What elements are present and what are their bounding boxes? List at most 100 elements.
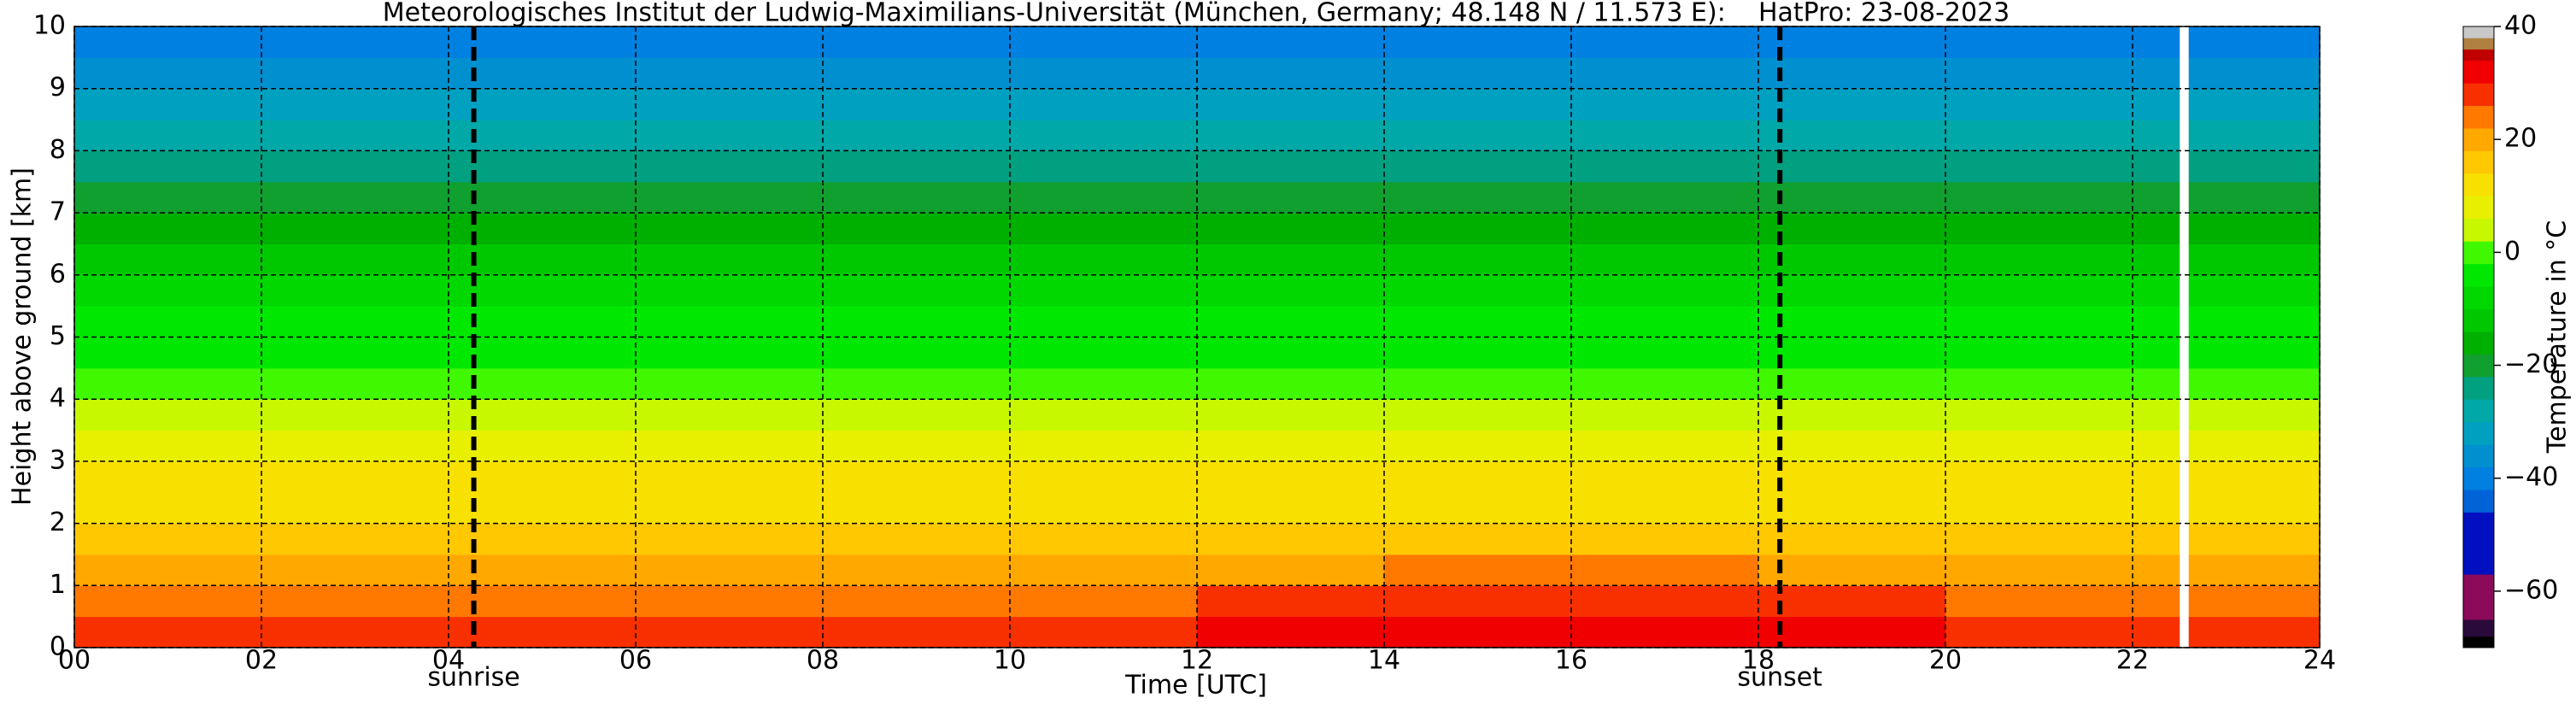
colorbar-tick-label: 0 [2504, 237, 2520, 267]
heat-cell [449, 88, 637, 120]
heat-cell [74, 523, 262, 555]
heat-cell [1197, 616, 1385, 648]
heat-cell [1197, 554, 1385, 586]
heat-cell [823, 120, 1011, 151]
heat-cell [1010, 337, 1198, 369]
heat-cell [2188, 585, 2321, 618]
heat-cell [1571, 306, 1759, 337]
heat-cell [74, 88, 262, 120]
heat-cell [823, 57, 1011, 90]
heat-cell [636, 367, 824, 400]
heat-cell [1384, 461, 1572, 493]
heat-cell [1571, 26, 1759, 58]
heat-cell [636, 616, 824, 648]
heat-cell [261, 26, 449, 58]
x-tick-label: 06 [619, 646, 652, 676]
heat-cell [2188, 181, 2321, 214]
heat-cell [261, 88, 449, 120]
heat-cell [1945, 430, 2133, 462]
heat-cell [823, 88, 1011, 120]
heat-cell [1010, 616, 1198, 648]
colorbar-band [2463, 38, 2494, 50]
heat-cell [449, 492, 637, 525]
heat-cell [261, 213, 449, 244]
heat-cell [1758, 430, 1946, 462]
x-tick-label: 04 [432, 646, 465, 676]
heat-cell [449, 181, 637, 214]
heat-cell [1758, 337, 1946, 369]
heat-cell [2133, 554, 2180, 586]
heat-cell [2188, 523, 2321, 555]
heat-cell [449, 616, 637, 648]
heat-cell [449, 399, 637, 431]
heat-cell [261, 150, 449, 183]
heat-cell [1384, 523, 1572, 555]
y-tick-label: 5 [50, 321, 66, 351]
heat-cell [449, 213, 637, 244]
colorbar-band [2463, 512, 2494, 575]
heat-cell [1758, 181, 1946, 214]
heat-cell [261, 461, 449, 493]
heat-cell [1010, 243, 1198, 276]
heat-cell [449, 554, 637, 586]
heat-cell [2188, 150, 2321, 183]
heat-cell [261, 399, 449, 431]
heat-cell [1945, 554, 2133, 586]
heat-cell [261, 243, 449, 276]
y-tick-label: 4 [50, 384, 66, 414]
heat-cell [1945, 399, 2133, 431]
heat-cell [1945, 492, 2133, 525]
y-tick-label: 2 [50, 507, 66, 537]
heat-cell [261, 274, 449, 307]
heat-cell [2133, 337, 2180, 369]
heat-cell [1571, 213, 1759, 244]
heat-cell [1758, 399, 1946, 431]
colorbar-band [2463, 421, 2494, 445]
heat-cell [1945, 88, 2133, 120]
colorbar-band [2463, 489, 2494, 513]
heat-cell [449, 367, 637, 400]
heat-cell [74, 306, 262, 337]
heat-cell [1945, 120, 2133, 151]
heat-cell [1197, 461, 1385, 493]
heat-cell [1758, 274, 1946, 307]
heat-cell [2188, 306, 2321, 337]
heat-cell [1010, 57, 1198, 90]
heat-cell [1197, 367, 1385, 400]
heat-cell [1384, 367, 1572, 400]
x-tick-label: 10 [994, 646, 1026, 676]
heat-cell [1384, 616, 1572, 648]
colorbar-band [2463, 574, 2494, 620]
heat-cell [823, 274, 1011, 307]
heat-cell [1384, 337, 1572, 369]
heat-cell [1945, 243, 2133, 276]
heat-cell [1384, 213, 1572, 244]
heat-cell [2188, 616, 2321, 648]
colorbar-band [2463, 331, 2494, 355]
heat-cell [636, 181, 824, 214]
heat-cell [1571, 150, 1759, 183]
heat-cell [261, 337, 449, 369]
heat-cell [1010, 399, 1198, 431]
colorbar-frame [2462, 26, 2495, 648]
heat-cell [1197, 492, 1385, 525]
x-tick-label: 16 [1555, 646, 1587, 676]
heat-cell [1384, 554, 1572, 586]
y-tick-label: 9 [50, 73, 66, 103]
colorbar-band [2463, 444, 2494, 468]
heat-cell [823, 181, 1011, 214]
heat-cell [636, 461, 824, 493]
heat-cell [1010, 585, 1198, 618]
heat-cell [823, 306, 1011, 337]
heat-cell [2188, 213, 2321, 244]
heat-cell [2133, 181, 2180, 214]
heat-cell [1758, 243, 1946, 276]
y-tick-label: 0 [50, 632, 66, 662]
heat-cell [449, 274, 637, 307]
x-tick-label: 14 [1368, 646, 1400, 676]
heat-cell [74, 26, 262, 58]
heat-cell [261, 616, 449, 648]
heat-cell [1758, 523, 1946, 555]
heat-cell [823, 367, 1011, 400]
